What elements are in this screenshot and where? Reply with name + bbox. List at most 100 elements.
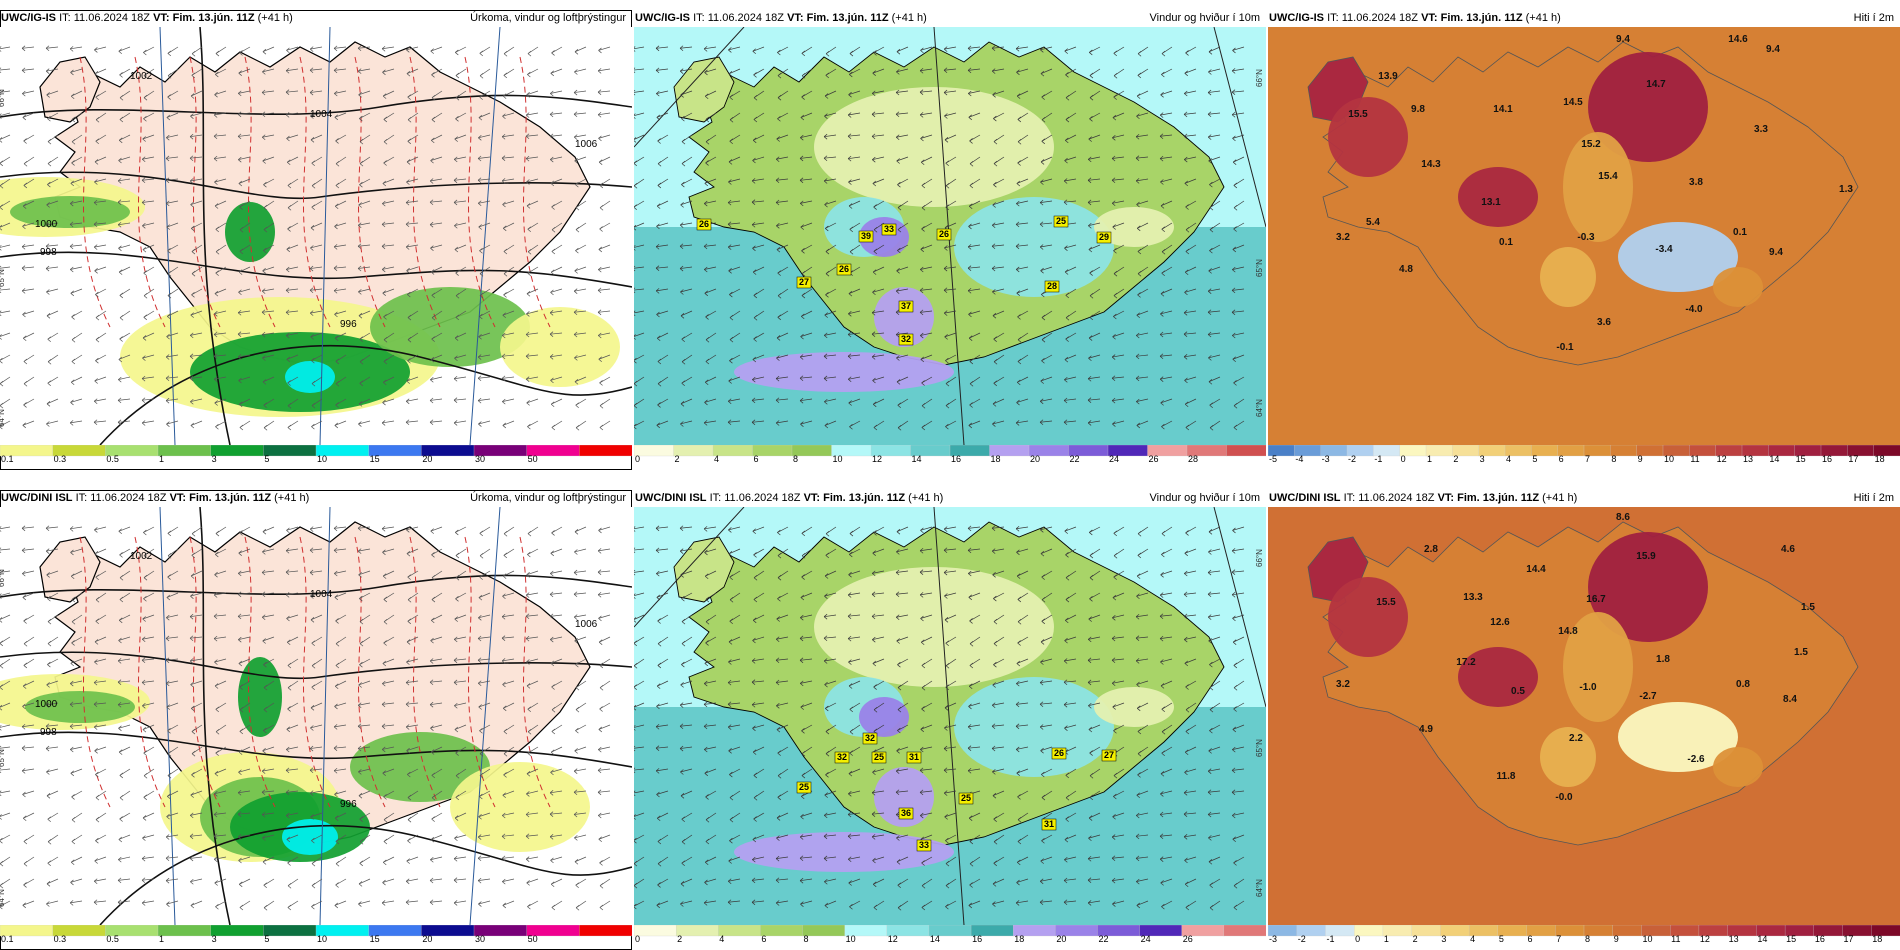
colorbar-tick: 0.5 bbox=[106, 934, 119, 943]
temperature-label: -2.7 bbox=[1639, 691, 1657, 702]
lead-time: (+41 h) bbox=[1525, 12, 1561, 24]
colorbar-tick: 10 bbox=[1642, 934, 1652, 943]
colorbar-tick: 22 bbox=[1070, 454, 1080, 463]
gust-label: 29 bbox=[1099, 232, 1109, 242]
temperature-label: -1.0 bbox=[1579, 682, 1597, 693]
temperature-label: 1.5 bbox=[1794, 647, 1808, 658]
colorbar-swatch bbox=[210, 445, 264, 457]
lead-time: (+41 h) bbox=[891, 12, 927, 24]
colorbar-tick: 24 bbox=[1109, 454, 1119, 463]
colorbar-tick: 12 bbox=[1700, 934, 1710, 943]
field-title: Úrkoma, vindur og loftþrýstingur bbox=[470, 492, 626, 504]
gust-label: 32 bbox=[865, 733, 875, 743]
field-title: Hiti í 2m bbox=[1853, 12, 1894, 24]
colorbar-tick: 0 bbox=[1401, 454, 1406, 463]
field-title: Vindur og hviður í 10m bbox=[1149, 492, 1260, 504]
temperature-label: -0.1 bbox=[1556, 342, 1574, 353]
latitude-label: 64°N bbox=[0, 409, 6, 427]
isobar-label: 1000 bbox=[35, 219, 58, 230]
temperature-label: 13.9 bbox=[1378, 71, 1398, 82]
wind-map: 32 32 25 31 26 27 25 25 36 31 33 66°N 65°N 64°N bbox=[634, 507, 1266, 925]
colorbar-tick: -1 bbox=[1326, 934, 1334, 943]
colorbar-tick: 20 bbox=[422, 934, 432, 943]
isobar-label: 1006 bbox=[575, 139, 598, 150]
colorbar-tick: 12 bbox=[888, 934, 898, 943]
colorbar-tick: 18 bbox=[1014, 934, 1024, 943]
colorbar-tick: -3 bbox=[1322, 454, 1330, 463]
precip-map-panel-dini: UWC/DINI ISL IT: 11.06.2024 18Z VT: Fim.… bbox=[0, 490, 632, 950]
temperature-label: 9.4 bbox=[1766, 44, 1780, 55]
temperature-label: 17.2 bbox=[1456, 657, 1476, 668]
gust-label: 33 bbox=[884, 224, 894, 234]
colorbar-tick: 6 bbox=[1559, 454, 1564, 463]
colorbar-tick: 18 bbox=[991, 454, 1001, 463]
colorbar-tick: 28 bbox=[1188, 454, 1198, 463]
colorbar-swatch bbox=[263, 445, 317, 457]
panel-title: UWC/IG-IS IT: 11.06.2024 18Z VT: Fim. 13… bbox=[1269, 12, 1896, 28]
colorbar-tick: 15 bbox=[370, 934, 380, 943]
colorbar-tick: 17 bbox=[1844, 934, 1854, 943]
colorbar-tick: 12 bbox=[1717, 454, 1727, 463]
temperature-label: 9.8 bbox=[1411, 104, 1425, 115]
temperature-label: 1.3 bbox=[1839, 184, 1853, 195]
colorbar-tick: 3 bbox=[212, 934, 217, 943]
colorbar-tick: 11 bbox=[1671, 934, 1680, 943]
colorbar-tick: 20 bbox=[1056, 934, 1066, 943]
colorbar-legend: -5 -4 -3 -2 -1 0 1 2 3 4 5 6 7 8 9 10 11 12 13 14 15 16 17 18 bbox=[1268, 445, 1900, 463]
colorbar-tick: 0 bbox=[635, 934, 640, 943]
temperature-label: -2.6 bbox=[1687, 754, 1705, 765]
isobar-label: 998 bbox=[40, 727, 57, 738]
gust-label: 39 bbox=[861, 231, 871, 241]
valid-time-label: VT: bbox=[803, 492, 821, 504]
colorbar-tick: -4 bbox=[1295, 454, 1303, 463]
latitude-label: 66°N bbox=[0, 569, 6, 587]
colorbar-tick: 12 bbox=[872, 454, 882, 463]
lead-time: (+41 h) bbox=[257, 12, 293, 24]
panel-title: UWC/DINI ISL IT: 11.06.2024 18Z VT: Fim.… bbox=[635, 492, 1262, 508]
colorbar-tick: 2 bbox=[1453, 454, 1458, 463]
temp-map: 8.6 2.8 4.6 15.5 13.3 14.4 15.9 16.7 12.6 14.8 1.5… bbox=[1268, 507, 1900, 925]
gust-label: 28 bbox=[1047, 281, 1057, 291]
colorbar-tick: 0 bbox=[1355, 934, 1360, 943]
colorbar-swatch bbox=[1226, 445, 1266, 457]
colorbar-tick: 3 bbox=[1480, 454, 1485, 463]
valid-time-label: VT: bbox=[787, 12, 804, 24]
colorbar-tick: 0.3 bbox=[54, 934, 67, 943]
colorbar-swatch bbox=[210, 925, 264, 937]
valid-time-value: Fim. 13.jún. 11Z bbox=[189, 492, 272, 504]
temperature-label: 12.6 bbox=[1490, 617, 1510, 628]
colorbar-tick: 1 bbox=[1427, 454, 1432, 463]
model-label: UWC/IG-IS bbox=[635, 12, 690, 24]
colorbar-tick: 0.3 bbox=[54, 454, 67, 463]
lead-time: (+41 h) bbox=[908, 492, 944, 504]
temperature-label: 3.3 bbox=[1754, 124, 1768, 135]
init-time-label: IT: bbox=[75, 492, 88, 504]
temperature-label: 1.8 bbox=[1656, 654, 1670, 665]
colorbar-tick: 3 bbox=[1441, 934, 1446, 943]
temperature-label: 8.4 bbox=[1783, 694, 1797, 705]
colorbar-tick: 5 bbox=[1499, 934, 1504, 943]
colorbar-tick: -1 bbox=[1374, 454, 1382, 463]
temp-map-panel-igis: UWC/IG-IS IT: 11.06.2024 18Z VT: Fim. 13… bbox=[1268, 10, 1900, 470]
colorbar-legend: -3 -2 -1 0 1 2 3 4 5 6 7 8 9 10 11 12 13 14 15 16 17 18 bbox=[1268, 925, 1900, 943]
colorbar-tick: 20 bbox=[422, 454, 432, 463]
colorbar-tick: 10 bbox=[317, 934, 327, 943]
colorbar-tick: 4 bbox=[1506, 454, 1511, 463]
colorbar-tick: 1 bbox=[159, 934, 164, 943]
colorbar-tick: 50 bbox=[528, 934, 538, 943]
colorbar-tick: 13 bbox=[1729, 934, 1739, 943]
temperature-label: 14.7 bbox=[1646, 79, 1666, 90]
model-label: UWC/DINI ISL bbox=[1269, 492, 1341, 504]
latitude-label: 64°N bbox=[0, 889, 6, 907]
colorbar-swatch bbox=[1871, 925, 1900, 937]
latitude-label: 65°N bbox=[1255, 739, 1264, 757]
precip-map: 1000 1002 1004 1006 998 996 66°N 65°N 64°N bbox=[0, 507, 632, 925]
colorbar-swatch bbox=[157, 445, 212, 457]
model-label: UWC/IG-IS bbox=[1269, 12, 1324, 24]
temperature-label: 9.4 bbox=[1769, 247, 1783, 258]
colorbar-tick: 50 bbox=[528, 454, 538, 463]
model-label: UWC/DINI ISL bbox=[1, 492, 73, 504]
colorbar-tick: 14 bbox=[912, 454, 922, 463]
gust-label: 26 bbox=[839, 264, 849, 274]
init-time-value: 11.06.2024 18Z bbox=[1341, 12, 1418, 24]
